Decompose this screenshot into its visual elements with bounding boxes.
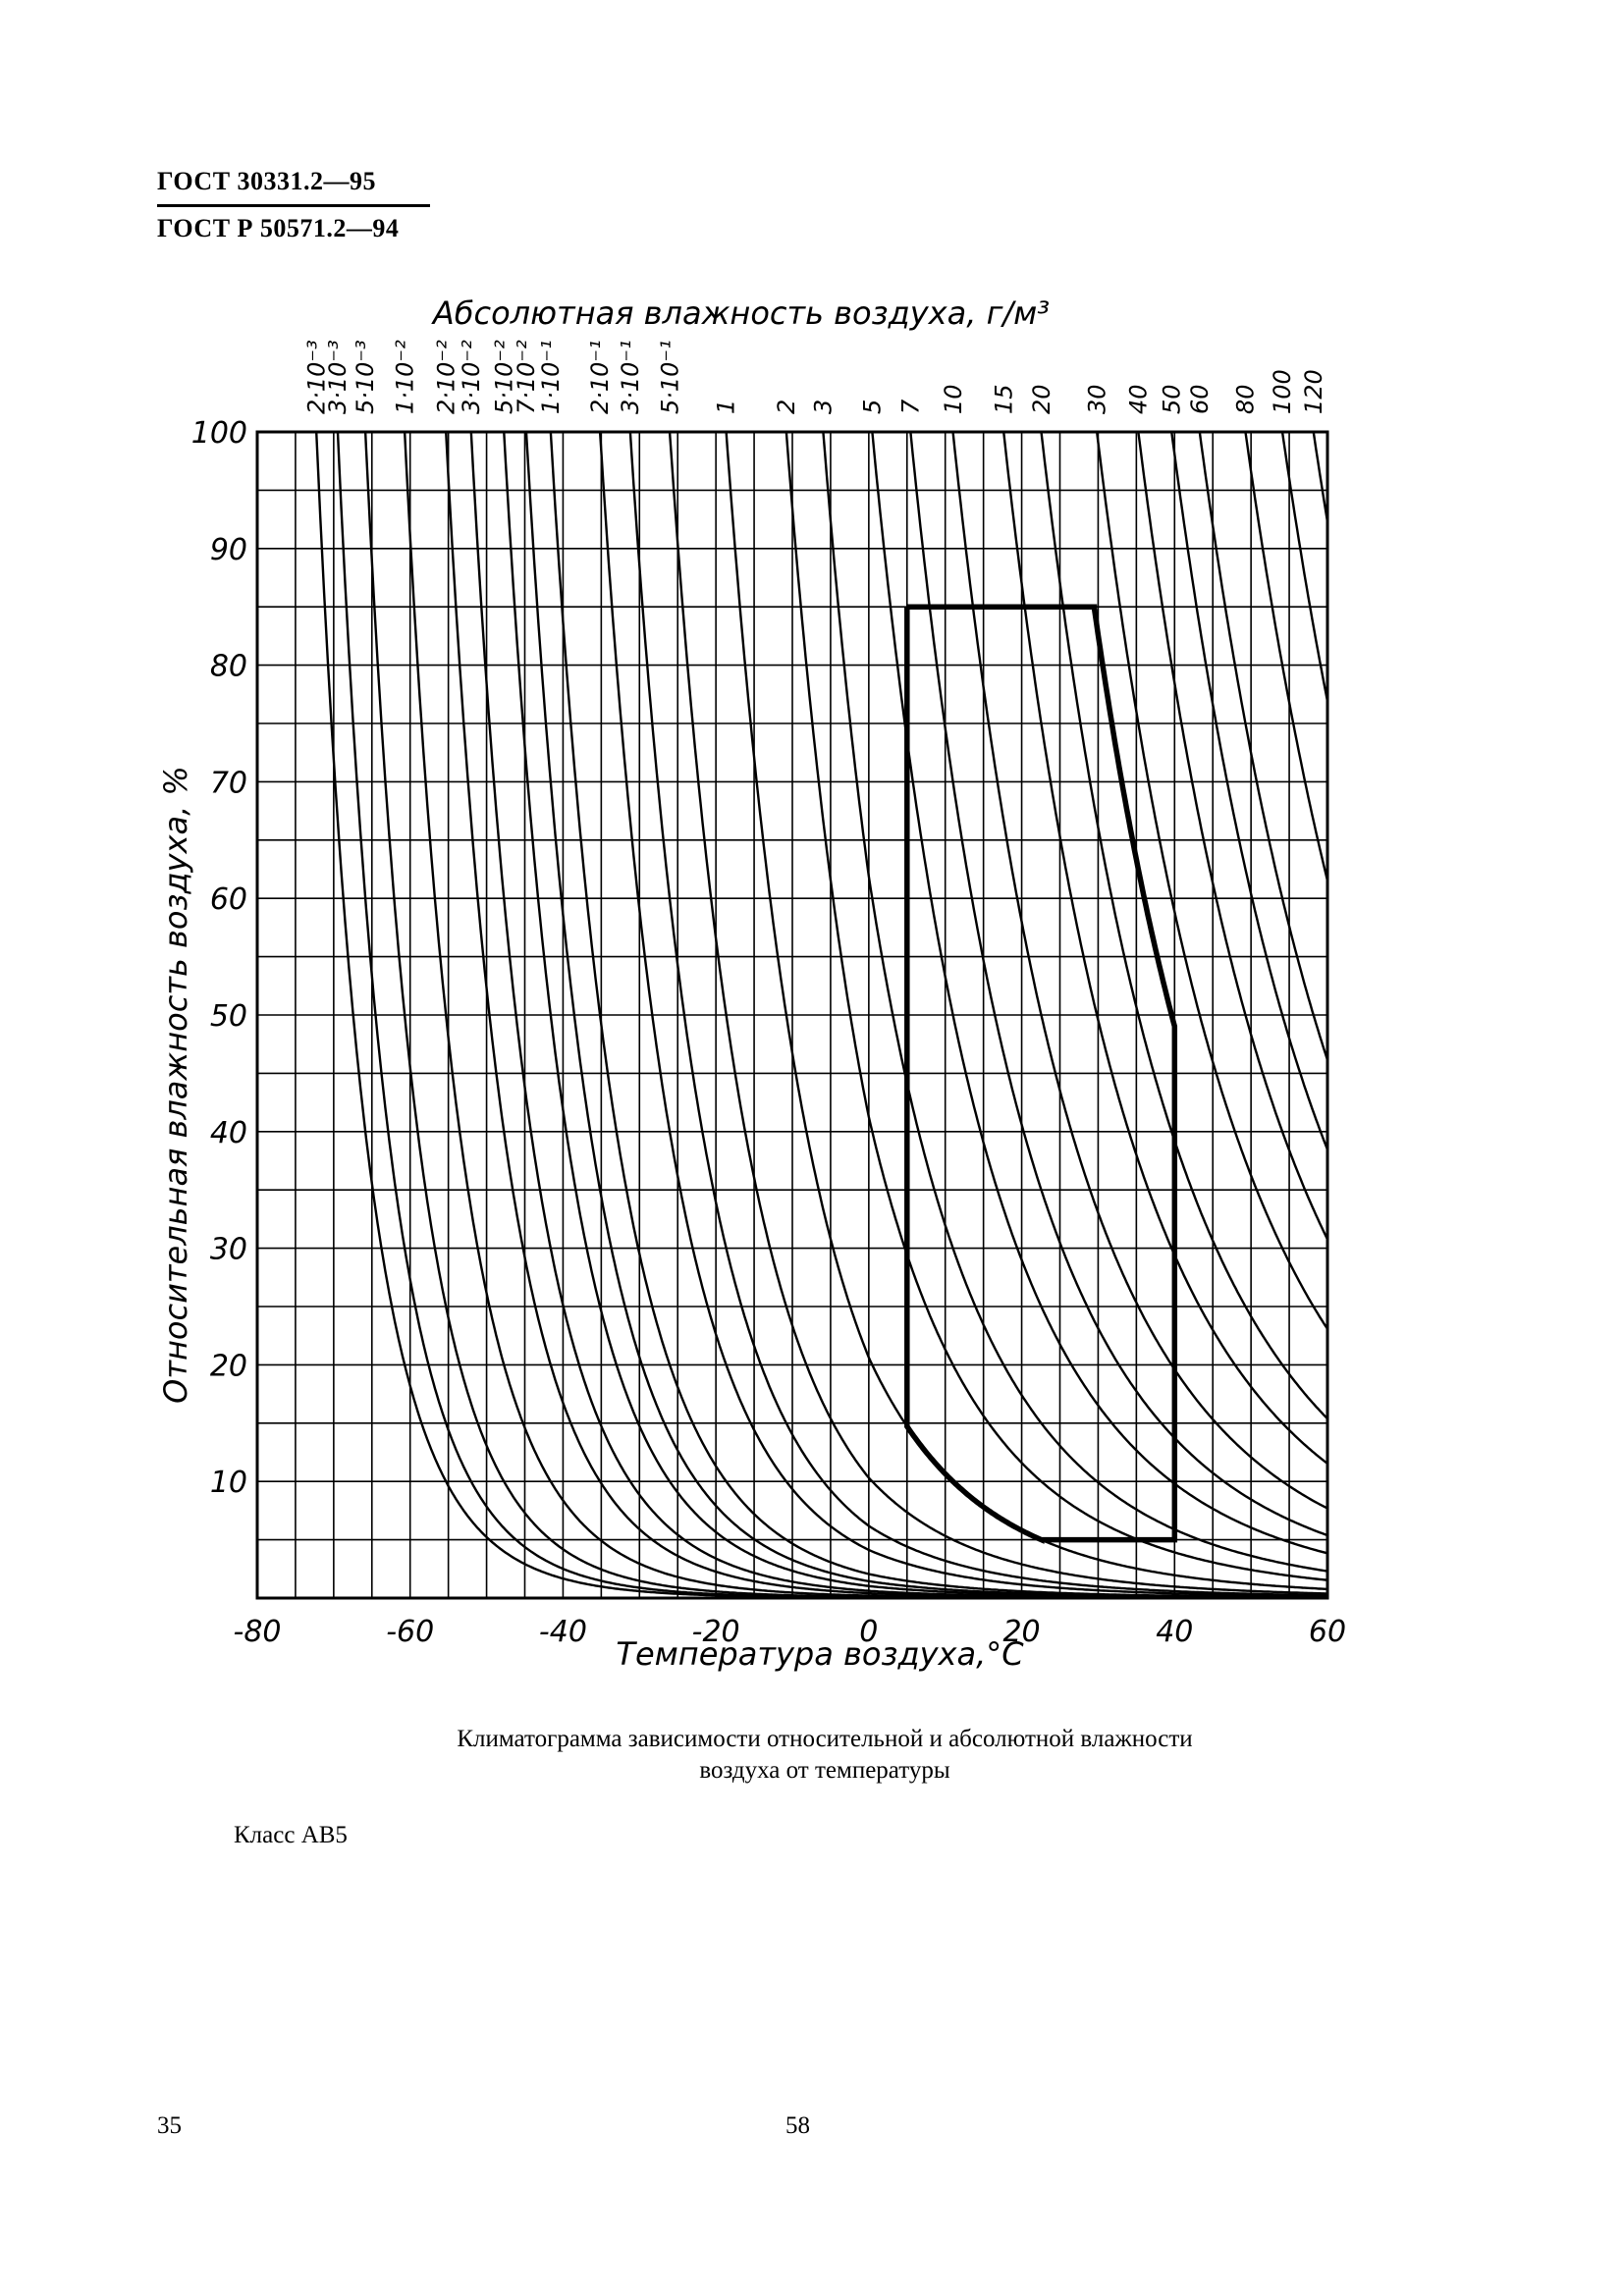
top-axis-tick-label: 2·10⁻² bbox=[432, 340, 460, 414]
humidity-curve bbox=[951, 432, 1327, 1510]
humidity-curve bbox=[1170, 432, 1327, 1150]
humidity-curve bbox=[725, 432, 1327, 1591]
humidity-curve bbox=[524, 432, 1327, 1598]
humidity-curve bbox=[822, 432, 1327, 1573]
x-tick-label: -40 bbox=[539, 1615, 587, 1649]
x-tick-label: 60 bbox=[1309, 1615, 1346, 1649]
top-axis-tick-label: 7·10⁻² bbox=[513, 340, 540, 414]
tick-labels: -80 -60 -40 -20 0 20 40 60 10 20 30 40 50 60 70 80 90 100 bbox=[191, 416, 1346, 1649]
top-axis-labels: 2·10⁻³3·10⁻³ 5·10⁻³ 1·10⁻² 2·10⁻²3·10⁻² 5·10… bbox=[302, 340, 1327, 414]
top-axis-tick-label: 60 bbox=[1186, 384, 1214, 414]
page-number-center: 58 bbox=[785, 2112, 810, 2139]
top-axis-tick-label: 100 bbox=[1269, 369, 1296, 414]
y-tick-label: 30 bbox=[210, 1233, 247, 1267]
plot-frame bbox=[255, 430, 1329, 1600]
top-axis-tick-label: 2·10⁻³ bbox=[302, 340, 330, 414]
humidity-curve bbox=[549, 432, 1327, 1598]
header-rule bbox=[157, 204, 430, 207]
top-axis-tick-label: 2 bbox=[773, 400, 800, 414]
top-axis-tick-label: 20 bbox=[1028, 384, 1055, 414]
x-tick-label: -80 bbox=[234, 1615, 282, 1649]
y-tick-label: 10 bbox=[210, 1466, 247, 1500]
x-tick-label: -20 bbox=[692, 1615, 740, 1649]
top-axis-tick-label: 5 bbox=[858, 400, 886, 414]
x-tick-label: 20 bbox=[1002, 1615, 1040, 1649]
humidity-curve bbox=[1198, 432, 1327, 1061]
class-label: Класс АВ5 bbox=[234, 1822, 348, 1848]
top-axis-tick-label: 2·10⁻¹ bbox=[586, 340, 614, 414]
top-axis-tick-label: 120 bbox=[1300, 369, 1327, 414]
figure-caption-line-1: Климатограмма зависимости относительной … bbox=[457, 1726, 1193, 1752]
humidity-curve bbox=[1040, 432, 1327, 1420]
humidity-curve bbox=[1280, 432, 1327, 702]
humidity-curve bbox=[469, 432, 1327, 1598]
x-tick-label: 0 bbox=[859, 1615, 878, 1649]
top-axis-tick-label: 40 bbox=[1125, 384, 1153, 414]
top-axis-tick-label: 5·10⁻³ bbox=[352, 340, 379, 414]
y-tick-label: 70 bbox=[210, 766, 247, 800]
standard-number-1: ГОСТ 30331.2—95 bbox=[157, 167, 377, 195]
humidity-curve bbox=[1002, 432, 1327, 1465]
humidity-curve bbox=[871, 432, 1327, 1555]
x-tick-label: -60 bbox=[386, 1615, 434, 1649]
top-axis-tick-label: 10 bbox=[940, 384, 967, 414]
humidity-curve bbox=[909, 432, 1327, 1537]
top-axis-tick-label: 3·10⁻¹ bbox=[617, 340, 644, 414]
top-axis-tick-label: 5·10⁻² bbox=[491, 340, 518, 414]
x-axis-title: Температура воздуха,°C bbox=[616, 1635, 1024, 1673]
top-axis-tick-label: 3·10⁻³ bbox=[324, 340, 352, 414]
humidity-curve bbox=[1244, 432, 1327, 881]
climate-zone-boundary bbox=[904, 604, 1178, 1544]
y-tick-label: 20 bbox=[210, 1349, 247, 1383]
figure-caption-line-2: воздуха от температуры bbox=[699, 1757, 950, 1784]
y-tick-label: 50 bbox=[210, 999, 247, 1034]
top-axis-tick-label: 3·10⁻² bbox=[458, 340, 485, 414]
grid bbox=[257, 432, 1327, 1598]
y-tick-label: 80 bbox=[210, 650, 247, 684]
climate-zone-outline bbox=[904, 604, 1178, 1544]
y-tick-label: 100 bbox=[191, 416, 247, 451]
y-tick-label: 90 bbox=[210, 533, 247, 567]
top-axis-tick-label: 80 bbox=[1232, 384, 1260, 414]
top-axis-tick-label: 30 bbox=[1083, 384, 1110, 414]
y-tick-label: 60 bbox=[210, 882, 247, 917]
humidity-curve bbox=[598, 432, 1327, 1598]
top-axis-tick-label: 1 bbox=[713, 400, 740, 414]
page-number-left: 35 bbox=[157, 2112, 182, 2139]
top-axis-tick-label: 3 bbox=[810, 400, 838, 414]
top-axis-title: Абсолютная влажность воздуха, г/м³ bbox=[431, 294, 1050, 332]
y-axis-title: Относительная влажность воздуха, % bbox=[157, 766, 194, 1404]
top-axis-tick-label: 7 bbox=[897, 399, 925, 414]
humidity-curve bbox=[1312, 432, 1327, 522]
top-axis-tick-label: 1·10⁻¹ bbox=[537, 340, 565, 414]
humidity-curve bbox=[784, 432, 1327, 1581]
top-axis-tick-label: 5·10⁻¹ bbox=[656, 340, 683, 414]
top-axis-tick-label: 1·10⁻² bbox=[391, 340, 418, 414]
top-axis-tick-label: 15 bbox=[990, 384, 1017, 414]
y-tick-label: 40 bbox=[210, 1116, 247, 1150]
standard-number-2: ГОСТ Р 50571.2—94 bbox=[157, 214, 400, 242]
humidity-curve bbox=[668, 432, 1327, 1595]
x-tick-label: 40 bbox=[1156, 1615, 1193, 1649]
humidity-curve bbox=[1095, 432, 1327, 1330]
humidity-curve bbox=[628, 432, 1327, 1597]
humidity-curve bbox=[1137, 432, 1327, 1241]
top-axis-tick-label: 50 bbox=[1159, 384, 1186, 414]
